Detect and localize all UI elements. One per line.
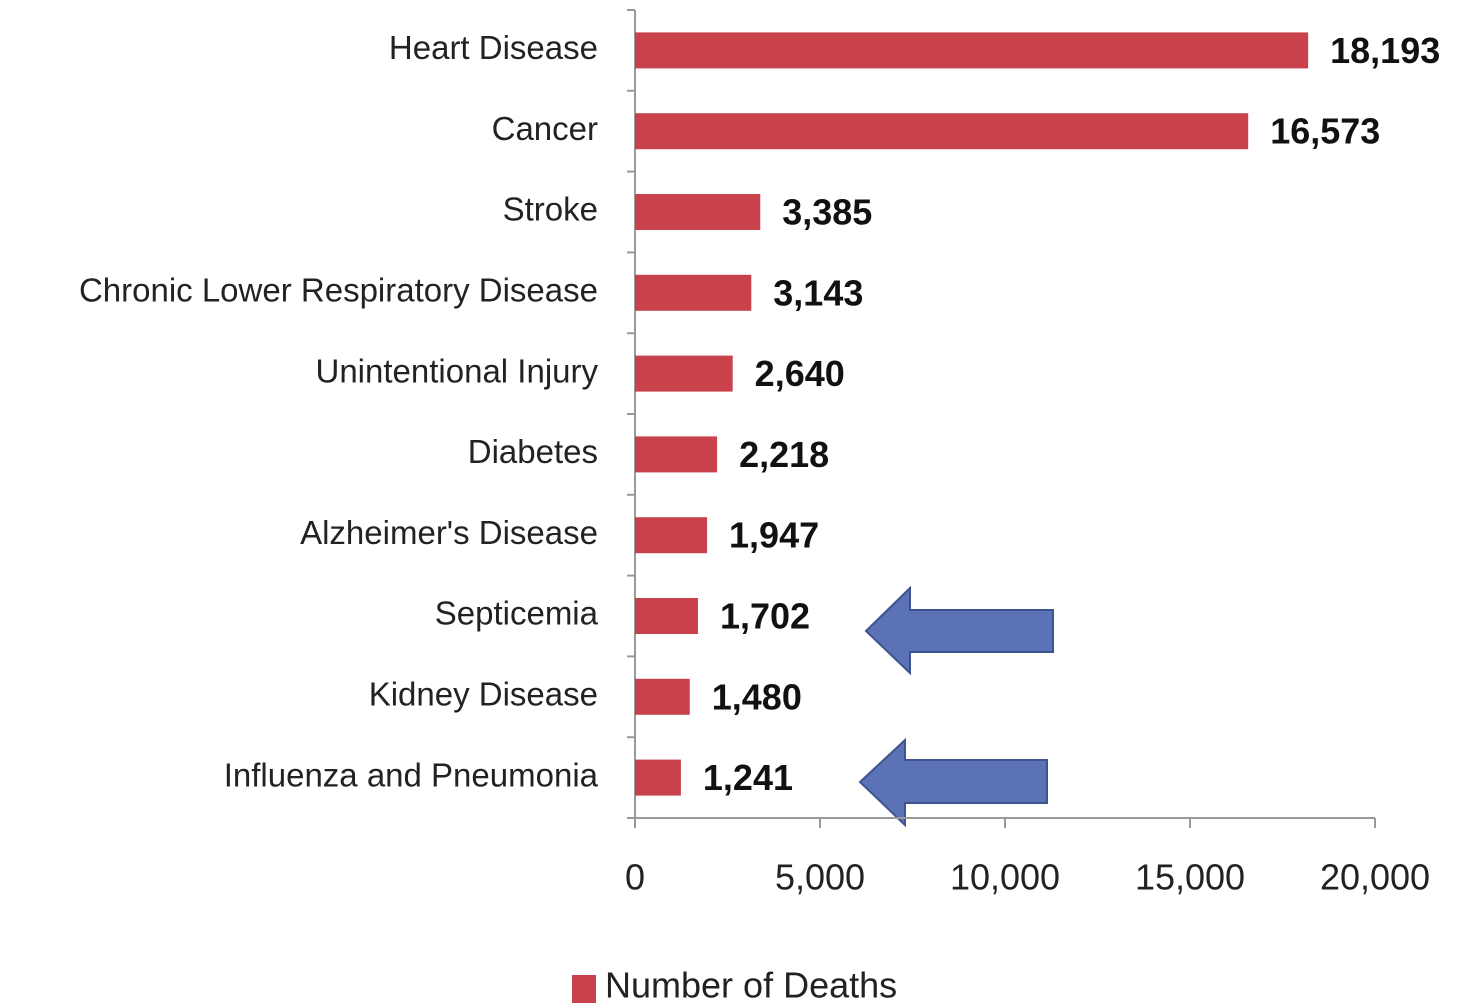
category-label: Unintentional Injury: [316, 352, 599, 389]
value-label: 1,947: [729, 515, 819, 556]
bar: [635, 598, 698, 634]
category-label: Kidney Disease: [369, 676, 598, 713]
value-label: 1,480: [712, 676, 802, 717]
category-label: Diabetes: [468, 433, 598, 470]
bar: [635, 759, 681, 796]
value-label: 1,241: [703, 757, 793, 798]
category-label: Influenza and Pneumonia: [224, 756, 599, 793]
legend-swatch: [572, 975, 596, 1003]
value-label: 1,702: [720, 596, 810, 637]
category-label: Alzheimer's Disease: [300, 514, 598, 551]
value-label: 2,218: [739, 434, 829, 475]
bar: [635, 355, 733, 392]
bar: [635, 517, 708, 554]
bar: [635, 32, 1309, 69]
value-label: 16,573: [1270, 111, 1380, 152]
x-tick-label: 5,000: [775, 857, 865, 898]
bar: [635, 113, 1249, 150]
category-label: Septicemia: [435, 595, 599, 632]
x-tick-label: 10,000: [950, 857, 1060, 898]
value-label: 3,143: [773, 272, 863, 313]
value-label: 18,193: [1330, 30, 1440, 71]
value-label: 2,640: [755, 353, 845, 394]
arrow: [864, 585, 1054, 676]
category-label: Chronic Lower Respiratory Disease: [79, 272, 598, 309]
bar: [635, 678, 690, 715]
bar: [635, 274, 752, 311]
value-label: 3,385: [782, 192, 872, 233]
arrow: [858, 737, 1048, 828]
category-label: Stroke: [503, 191, 598, 228]
legend-label: Number of Deaths: [605, 965, 897, 1006]
category-label: Cancer: [492, 110, 598, 147]
category-label: Heart Disease: [389, 29, 598, 66]
x-tick-label: 0: [625, 857, 645, 898]
bar: [635, 194, 761, 230]
bar: [635, 436, 718, 473]
x-tick-label: 20,000: [1320, 857, 1430, 898]
x-tick-label: 15,000: [1135, 857, 1245, 898]
